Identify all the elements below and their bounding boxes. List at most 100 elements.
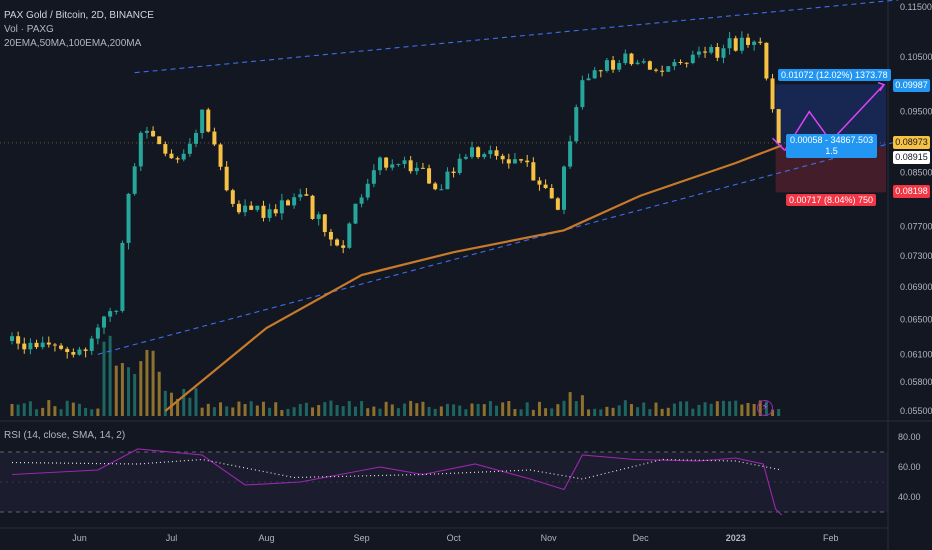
price-axis-tick: 0.09500 [900,107,932,117]
candle-body [463,156,468,159]
volume-bar [176,398,180,416]
candle-body [715,47,720,58]
volume-bar [127,367,131,416]
candle-body [647,61,652,70]
price-axis-tick: 0.11500 [900,2,932,12]
candle-body [102,316,106,328]
candle-body [623,53,628,64]
candle-body [353,203,358,224]
candle-body [218,144,223,167]
lightning-icon[interactable]: ⚡ [757,400,773,416]
candle-body [482,154,487,158]
volume-bar [10,404,14,416]
volume-bar [525,402,529,416]
volume-bar [225,406,229,416]
volume-bar [200,407,204,416]
candle-body [500,155,505,160]
volume-bar [231,407,235,416]
volume-bar [550,408,554,416]
volume-bar [372,406,376,416]
candle-body [586,78,591,81]
entry-label[interactable]: 0.00058 - 34867.503 1.5 [786,134,878,158]
candle-body [420,167,425,169]
candle-body [592,70,597,79]
candle-body [65,348,70,353]
candle-body [414,167,419,172]
rsi-axis-tick: 40.00 [898,492,921,502]
candle-body [132,166,137,194]
candle-body [604,60,609,71]
candle-body [22,343,27,350]
candle-body [494,150,499,156]
candle-body [739,37,744,51]
volume-bar [734,400,738,416]
volume-bar [715,401,719,416]
volume-bar [452,404,456,416]
candle-body [298,194,303,198]
volume-bar [513,409,517,416]
candle-body [390,164,395,168]
volume-bar [574,401,578,416]
target-price-tag: 0.09987 [893,79,930,92]
candle-body [230,190,235,204]
volume-bar [102,341,106,416]
candle-body [611,60,616,70]
rsi-axis-tick: 60.00 [898,462,921,472]
candle-body [163,144,168,154]
candle-body [95,327,100,339]
candle-body [384,157,389,168]
candle-body [752,41,757,45]
candle-body [267,209,272,218]
volume-bar [464,409,468,416]
projection-entry-segment [772,137,786,151]
candle-body [328,231,333,240]
volume-bar [114,365,118,416]
volume-bar [206,403,210,416]
volume-bar [249,401,253,416]
time-axis-tick: Nov [541,533,558,543]
volume-bar [396,408,400,416]
candle-body [549,188,554,199]
volume-bar [157,371,161,416]
volume-bar [599,409,603,416]
volume-bar [617,405,621,416]
candle-body [519,159,524,161]
candle-body [52,344,57,346]
candle-body [537,180,542,185]
volume-bar [721,400,725,416]
stop-label[interactable]: 0.00717 (8.04%) 750 [786,194,877,206]
volume-bar [746,402,750,416]
volume-bar [182,388,186,416]
volume-bar [298,404,302,416]
price-axis-tick: 0.05800 [900,377,932,387]
price-axis-tick: 0.08500 [900,168,932,178]
volume-bar [255,405,259,416]
candle-body [77,349,82,355]
volume-bar [752,403,756,416]
rsi-axis-tick: 80.00 [898,432,921,442]
candle-body [335,239,340,246]
candle-body [506,159,511,164]
candle-body [445,171,450,190]
volume-bar [366,408,370,416]
volume-bar [427,406,431,416]
volume-bar [323,402,327,416]
volume-bar [740,404,744,416]
candle-body [470,147,474,157]
entry-label-line1: 0.00058 - 34867.503 [790,135,874,145]
candle-body [402,160,407,164]
candle-body [371,170,376,184]
volume-bar [593,408,597,416]
volume-bar [458,405,462,416]
volume-bar [139,361,143,416]
candle-body [261,205,266,218]
candle-body [200,109,205,134]
volume-bar [145,349,149,416]
target-label[interactable]: 0.01072 (12.02%) 1373.78 [778,69,891,81]
price-axis-tick: 0.06100 [900,349,932,359]
entry-label-line2: 1.5 [825,146,838,156]
candle-body [709,47,714,53]
candle-body [378,157,382,171]
volume-bar [771,409,775,416]
